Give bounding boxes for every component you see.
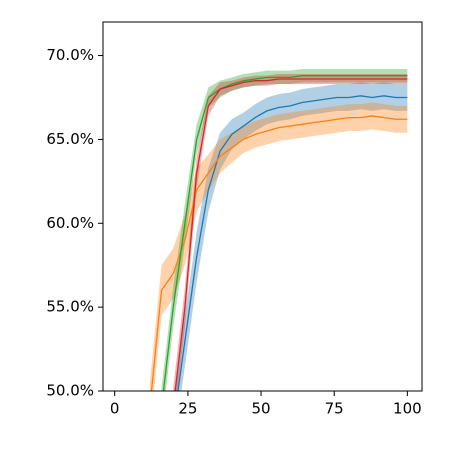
error-band <box>149 102 408 391</box>
y-tick-label: 55.0% <box>46 298 94 316</box>
y-tick-label: 65.0% <box>46 130 94 148</box>
x-tick-label: 100 <box>393 400 422 418</box>
y-tick-label: 60.0% <box>46 214 94 232</box>
x-tick-label: 50 <box>251 400 270 418</box>
x-tick-label: 75 <box>325 400 344 418</box>
x-tick-label: 25 <box>178 400 197 418</box>
plot-area <box>149 68 408 391</box>
y-tick-label: 50.0% <box>46 382 94 400</box>
series-line <box>162 75 408 391</box>
x-tick-label: 0 <box>110 400 120 418</box>
y-tick-label: 70.0% <box>46 46 94 64</box>
series-line <box>174 78 408 391</box>
series-line <box>150 115 408 391</box>
series-line <box>177 95 408 391</box>
axes-frame <box>102 21 423 392</box>
